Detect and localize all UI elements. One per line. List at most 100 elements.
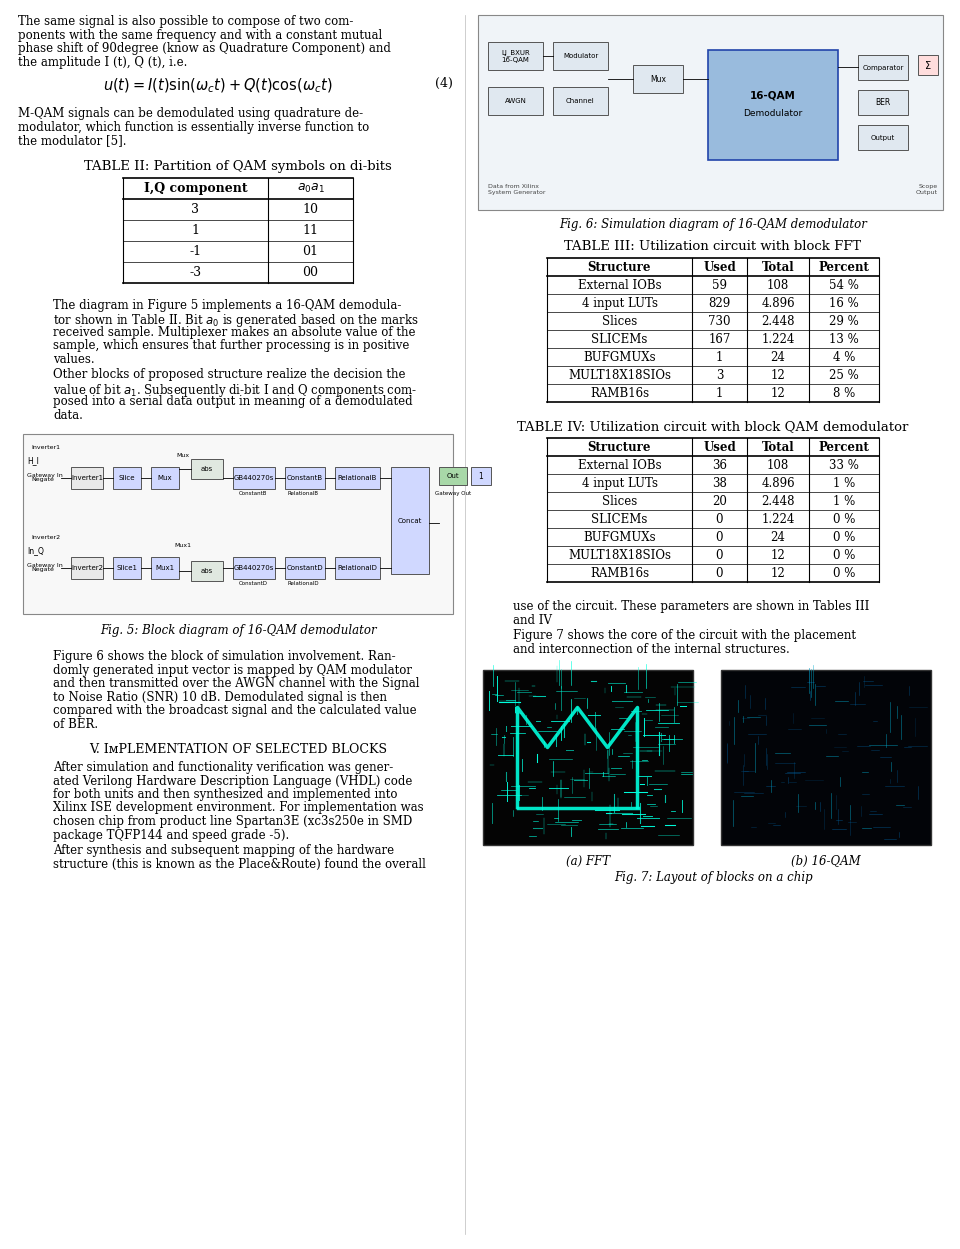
Text: 829: 829 <box>708 296 731 310</box>
Text: $a_0 a_1$: $a_0 a_1$ <box>297 181 324 195</box>
Text: (b) 16-QAM: (b) 16-QAM <box>791 856 861 868</box>
Text: BUFGMUXs: BUFGMUXs <box>583 531 656 543</box>
Text: SLICEMs: SLICEMs <box>591 332 648 346</box>
Text: Mux1: Mux1 <box>156 565 175 571</box>
Text: Negate: Negate <box>31 477 54 482</box>
Text: 167: 167 <box>708 332 731 346</box>
Text: -3: -3 <box>189 266 202 279</box>
Text: Inverter2: Inverter2 <box>71 565 103 571</box>
Text: RelationalB: RelationalB <box>287 491 319 496</box>
Text: Slice: Slice <box>119 475 135 481</box>
Text: MULT18X18SIOs: MULT18X18SIOs <box>568 548 671 562</box>
Text: Slices: Slices <box>602 495 637 507</box>
Text: tor shown in Table II. Bit $a_0$ is generated based on the marks: tor shown in Table II. Bit $a_0$ is gene… <box>53 312 419 328</box>
Text: Figure 7 shows the core of the circuit with the placement: Figure 7 shows the core of the circuit w… <box>513 629 856 642</box>
Text: ponents with the same frequency and with a constant mutual: ponents with the same frequency and with… <box>18 29 382 41</box>
Text: Scope
Output: Scope Output <box>916 184 938 195</box>
Text: GB440270s: GB440270s <box>234 475 275 481</box>
Text: value of bit $a_1$. Subsequently di-bit I and Q components com-: value of bit $a_1$. Subsequently di-bit … <box>53 381 418 398</box>
Text: 1 %: 1 % <box>833 495 855 507</box>
Text: GB440270s: GB440270s <box>234 565 275 571</box>
Bar <box>721 669 931 846</box>
Text: 1: 1 <box>716 351 723 363</box>
Text: Mux1: Mux1 <box>175 543 191 548</box>
Text: 108: 108 <box>767 458 789 472</box>
Text: Total: Total <box>761 261 794 274</box>
Bar <box>488 87 543 115</box>
Text: 16 %: 16 % <box>829 296 859 310</box>
Bar <box>858 90 908 115</box>
Text: 0 %: 0 % <box>833 567 855 580</box>
Text: 13 %: 13 % <box>829 332 859 346</box>
Text: 01: 01 <box>302 245 319 257</box>
Text: Gateway Out: Gateway Out <box>435 491 471 496</box>
Text: Output: Output <box>871 135 895 140</box>
Text: 3: 3 <box>716 368 723 381</box>
Text: 24: 24 <box>771 351 785 363</box>
Text: In_Q: In_Q <box>27 547 44 556</box>
Bar <box>858 125 908 150</box>
Text: abs: abs <box>201 466 213 472</box>
Text: 10: 10 <box>302 202 319 216</box>
Bar <box>113 557 141 580</box>
Text: Negate: Negate <box>31 567 54 572</box>
Text: Used: Used <box>703 441 736 453</box>
Text: MULT18X18SIOs: MULT18X18SIOs <box>568 368 671 381</box>
Text: 4.896: 4.896 <box>761 296 795 310</box>
Bar <box>478 15 943 210</box>
Bar <box>918 55 938 75</box>
Text: ConstantD: ConstantD <box>287 565 324 571</box>
Bar <box>113 467 141 490</box>
Text: 0 %: 0 % <box>833 512 855 526</box>
Text: domly generated input vector is mapped by QAM modulator: domly generated input vector is mapped b… <box>53 663 412 677</box>
Text: chosen chip from product line Spartan3E (xc3s250e in SMD: chosen chip from product line Spartan3E … <box>53 816 412 828</box>
Text: Channel: Channel <box>566 97 595 104</box>
Text: Comparator: Comparator <box>862 65 903 70</box>
Bar <box>547 438 879 582</box>
Text: The same signal is also possible to compose of two com-: The same signal is also possible to comp… <box>18 15 353 27</box>
Text: use of the circuit. These parameters are shown in Tables III: use of the circuit. These parameters are… <box>513 600 870 613</box>
Text: Structure: Structure <box>588 441 651 453</box>
Text: M-QAM signals can be demodulated using quadrature de-: M-QAM signals can be demodulated using q… <box>18 107 363 120</box>
Text: 12: 12 <box>771 567 785 580</box>
Text: 1.224: 1.224 <box>761 332 795 346</box>
Bar <box>708 50 838 160</box>
Text: Demodulator: Demodulator <box>743 109 803 117</box>
Text: 3: 3 <box>191 202 200 216</box>
Bar <box>151 557 179 580</box>
Text: Fig. 7: Layout of blocks on a chip: Fig. 7: Layout of blocks on a chip <box>613 871 812 884</box>
Text: Percent: Percent <box>819 261 870 274</box>
Text: 12: 12 <box>771 548 785 562</box>
Text: 38: 38 <box>712 477 727 490</box>
Text: values.: values. <box>53 352 95 366</box>
Text: structure (this is known as the Place&Route) found the overall: structure (this is known as the Place&Ro… <box>53 858 426 871</box>
Text: External IOBs: External IOBs <box>578 279 661 291</box>
Text: RelationalD: RelationalD <box>338 565 377 571</box>
Text: data.: data. <box>53 408 83 421</box>
Text: Total: Total <box>761 441 794 453</box>
Text: Other blocks of proposed structure realize the decision the: Other blocks of proposed structure reali… <box>53 368 405 381</box>
Text: 24: 24 <box>771 531 785 543</box>
Text: Concat: Concat <box>397 517 422 523</box>
Text: 4 input LUTs: 4 input LUTs <box>582 477 658 490</box>
Bar <box>285 557 325 580</box>
Bar <box>488 42 543 70</box>
Text: AWGN: AWGN <box>505 97 526 104</box>
Text: Mux: Mux <box>157 475 172 481</box>
Text: to Noise Ratio (SNR) 10 dB. Demodulated signal is then: to Noise Ratio (SNR) 10 dB. Demodulated … <box>53 691 387 703</box>
Text: $\Sigma$: $\Sigma$ <box>924 59 932 71</box>
Text: Data from Xilinx
System Generator: Data from Xilinx System Generator <box>488 184 545 195</box>
Text: SLICEMs: SLICEMs <box>591 512 648 526</box>
Text: for both units and then synthesized and implemented into: for both units and then synthesized and … <box>53 788 397 801</box>
Text: Inverter1: Inverter1 <box>31 445 60 450</box>
Text: 4 input LUTs: 4 input LUTs <box>582 296 658 310</box>
Text: TABLE IV: Utilization circuit with block QAM demodulator: TABLE IV: Utilization circuit with block… <box>517 420 909 433</box>
Text: phase shift of 90degree (know as Quadrature Component) and: phase shift of 90degree (know as Quadrat… <box>18 42 391 55</box>
Text: RelationalD: RelationalD <box>287 581 319 586</box>
Bar <box>123 177 353 282</box>
Text: 0 %: 0 % <box>833 531 855 543</box>
Text: Mux: Mux <box>177 453 189 458</box>
Bar <box>71 557 103 580</box>
Text: posed into a serial data output in meaning of a demodulated: posed into a serial data output in meani… <box>53 395 413 408</box>
Text: 0: 0 <box>716 548 723 562</box>
